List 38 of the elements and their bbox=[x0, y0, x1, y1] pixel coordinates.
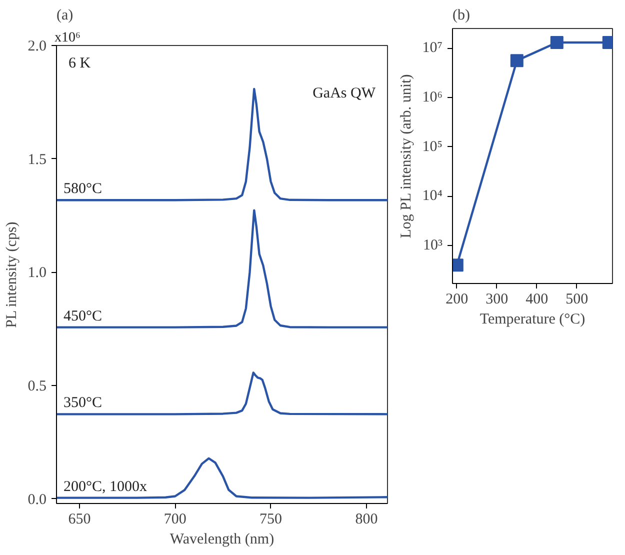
series-label: 580°C bbox=[64, 181, 102, 198]
line-series bbox=[56, 372, 388, 416]
x-tick-label: 200 bbox=[446, 292, 468, 308]
y-tick-label: 1.5 bbox=[28, 152, 46, 168]
y-tick-label: 0.0 bbox=[28, 492, 46, 508]
x-tick-label: 400 bbox=[526, 292, 548, 308]
series-label: 200°C, 1000x bbox=[64, 478, 148, 495]
series-label: 450°C bbox=[64, 308, 102, 324]
x-tick-label: 300 bbox=[486, 292, 508, 308]
y-tick-label: 10³ bbox=[423, 238, 444, 254]
x-axis-title: Wavelength (nm) bbox=[170, 532, 274, 548]
line-series bbox=[56, 457, 388, 499]
y-tick-label: 0.5 bbox=[28, 378, 46, 395]
point bbox=[452, 258, 464, 272]
line-series bbox=[56, 88, 388, 202]
annotation: GaAs QW bbox=[312, 86, 376, 102]
x-tick-label: 500 bbox=[566, 292, 588, 308]
y-tick-label: 10⁷ bbox=[422, 40, 443, 56]
point bbox=[550, 36, 564, 50]
chart-title: (a) bbox=[56, 8, 74, 24]
annotation: 6 K bbox=[68, 56, 91, 72]
y-tick-label: 2.0 bbox=[28, 38, 46, 54]
x-tick-label: 750 bbox=[260, 512, 282, 528]
text: x10⁶ bbox=[54, 30, 80, 46]
x-tick-label: 650 bbox=[68, 512, 91, 528]
y-tick-label: 10⁵ bbox=[422, 138, 443, 155]
x-tick-label: 800 bbox=[355, 512, 378, 528]
series-label: 350°C bbox=[64, 395, 102, 412]
line-series bbox=[56, 209, 388, 328]
x-axis-title: Temperature (°C) bbox=[480, 312, 586, 328]
y-tick-label: 1.0 bbox=[28, 265, 46, 282]
point bbox=[510, 54, 524, 68]
y-tick-label: 10⁴ bbox=[422, 188, 443, 204]
y-axis-title: PL intensity (cps) bbox=[4, 222, 20, 328]
y-axis-title: Log PL intensity (arb. unit) bbox=[398, 74, 414, 238]
y-tick-label: 10⁶ bbox=[422, 89, 443, 106]
x-tick-label: 700 bbox=[164, 512, 186, 528]
chart-title: (b) bbox=[452, 8, 470, 24]
